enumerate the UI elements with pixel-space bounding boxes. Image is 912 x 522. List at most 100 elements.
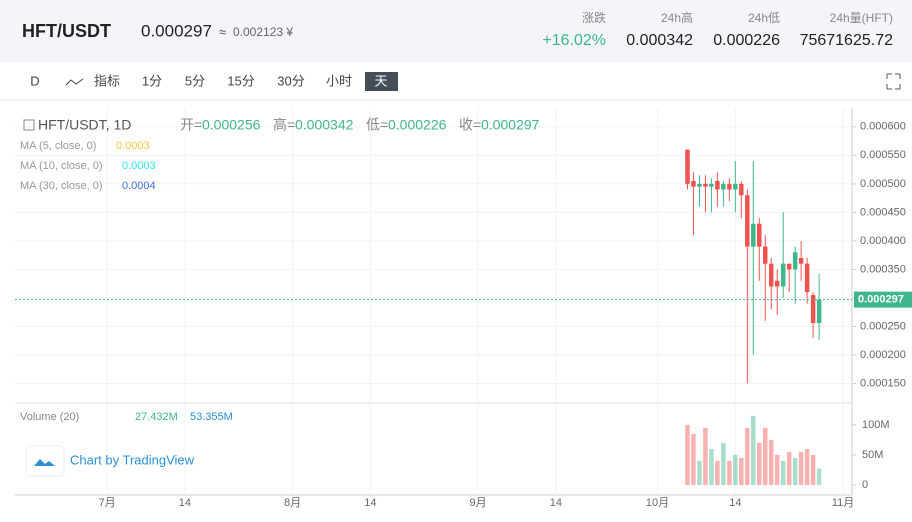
candle-body (691, 181, 696, 187)
ma-value: 0.0003 (122, 160, 156, 172)
volume-bar (715, 460, 720, 485)
volume-tick-label: 50M (862, 449, 883, 461)
volume-bar (763, 427, 768, 485)
volume-bar (703, 427, 708, 485)
candle-body (757, 223, 762, 247)
ohlc-value: 0.000256 (202, 117, 261, 133)
ohlc-label: 低= (366, 117, 388, 133)
x-tick-label: 11月 (832, 497, 854, 509)
x-tick-label: 14 (364, 497, 376, 509)
attribution[interactable]: Chart by TradingView (70, 452, 195, 467)
volume-bar (780, 460, 786, 485)
y-tick-label: 0.000350 (860, 263, 906, 275)
candle-body (774, 280, 780, 287)
candle-body (715, 181, 720, 190)
candle-body (792, 252, 798, 270)
fullscreen-icon[interactable] (886, 73, 901, 90)
candle-body (751, 223, 756, 247)
toolbar: D 指标 1分 5分 15分 30分 小时 天 (30, 72, 398, 91)
stat-value: +16.02% (542, 32, 606, 49)
ohlc-value: 0.000226 (388, 117, 447, 133)
volume-bar (745, 427, 750, 485)
volume-bar (757, 442, 762, 485)
header-bg (0, 0, 912, 62)
toolbar-item[interactable]: 天 (374, 73, 387, 88)
toolbar-item[interactable]: 5分 (185, 73, 205, 88)
toolbar-item[interactable]: 指标 (94, 73, 120, 88)
stat-value: 0.000342 (626, 32, 693, 49)
chart-title: HFT/USDT, 1D (38, 117, 131, 133)
candle-body (739, 183, 744, 196)
ohlc-label: 收= (459, 117, 481, 133)
volume-bar (768, 439, 774, 485)
ohlc-value: 0.000342 (295, 117, 354, 133)
chart: 7月 14 8月 14 9月 14 10月 14 11月 0.000150 0.000200 0.00… (15, 108, 912, 509)
y-tick-label: 0.000550 (860, 149, 906, 161)
candle-body (703, 183, 708, 187)
ma-value: 0.0003 (116, 140, 150, 152)
last-price-label: 0.000297 (858, 294, 904, 306)
volume-bar (709, 448, 714, 485)
candle-body (786, 263, 792, 270)
x-tick-label: 7月 (99, 497, 116, 509)
volume-bar (792, 457, 798, 485)
candle-body (709, 183, 714, 187)
x-tick-label: 9月 (470, 497, 487, 509)
volume-bar (727, 460, 732, 485)
volume-label: Volume (20) (20, 411, 79, 423)
volume-tick-label: 0 (862, 479, 868, 491)
x-tick-label: 14 (550, 497, 562, 509)
x-tick-label: 14 (729, 497, 741, 509)
ohlc-label: 开= (180, 117, 202, 133)
candle-body (745, 195, 750, 247)
y-tick-label: 0.000450 (860, 206, 906, 218)
y-tick-label: 0.000200 (860, 349, 906, 361)
price: 0.000297 (141, 21, 212, 40)
toolbar-item[interactable]: 15分 (227, 73, 254, 88)
collapse-icon[interactable] (23, 119, 35, 131)
volume-bar (733, 454, 738, 485)
volume-tick-label: 100M (862, 419, 890, 431)
ma-value: 0.0004 (122, 180, 156, 192)
toolbar-item[interactable]: 1分 (142, 73, 162, 88)
active-tab (365, 72, 398, 91)
ma-label: MA (10, close, 0) (20, 160, 103, 172)
candle-body (804, 263, 810, 293)
candle-body (768, 263, 774, 287)
volume-bar (798, 451, 804, 485)
toolbar-item[interactable]: 小时 (326, 73, 352, 88)
volume-bar (691, 433, 696, 485)
indicator-icon (65, 78, 84, 86)
candle-body (810, 295, 816, 324)
legend: 开= 0.000256 高= 0.000342 低= 0.000226 收= 0.000297… (20, 117, 540, 192)
ma-label: MA (5, close, 0) (20, 140, 96, 152)
volume-ma: 53.355M (190, 411, 233, 423)
stat-value: 0.000226 (713, 32, 780, 49)
ohlc-value: 0.000297 (481, 117, 540, 133)
candle-body (816, 299, 822, 324)
y-tick-label: 0.000150 (860, 377, 906, 389)
toolbar-item[interactable]: D (30, 73, 39, 88)
candle-body (763, 246, 768, 264)
stat-value: 75671625.72 (800, 32, 894, 49)
stat-label: 24h低 (748, 11, 780, 25)
x-tick-label: 10月 (646, 497, 669, 509)
y-tick-label: 0.000500 (860, 178, 906, 190)
toolbar-item[interactable]: 30分 (277, 73, 304, 88)
volume-bar (685, 424, 690, 485)
volume-bar (774, 454, 780, 485)
candle-body (685, 149, 690, 184)
stat-label: 涨跌 (582, 10, 606, 25)
volume-bar (751, 415, 756, 485)
x-tick-label: 8月 (284, 497, 301, 509)
candle-body (697, 183, 702, 187)
volume-bar (697, 460, 702, 485)
stat-label: 24h高 (661, 10, 693, 25)
logo-box (25, 445, 65, 477)
cny: 0.002123 ¥ (233, 25, 293, 39)
candle-body (733, 183, 738, 190)
candle-body (727, 183, 732, 190)
volume-bar (810, 454, 816, 485)
